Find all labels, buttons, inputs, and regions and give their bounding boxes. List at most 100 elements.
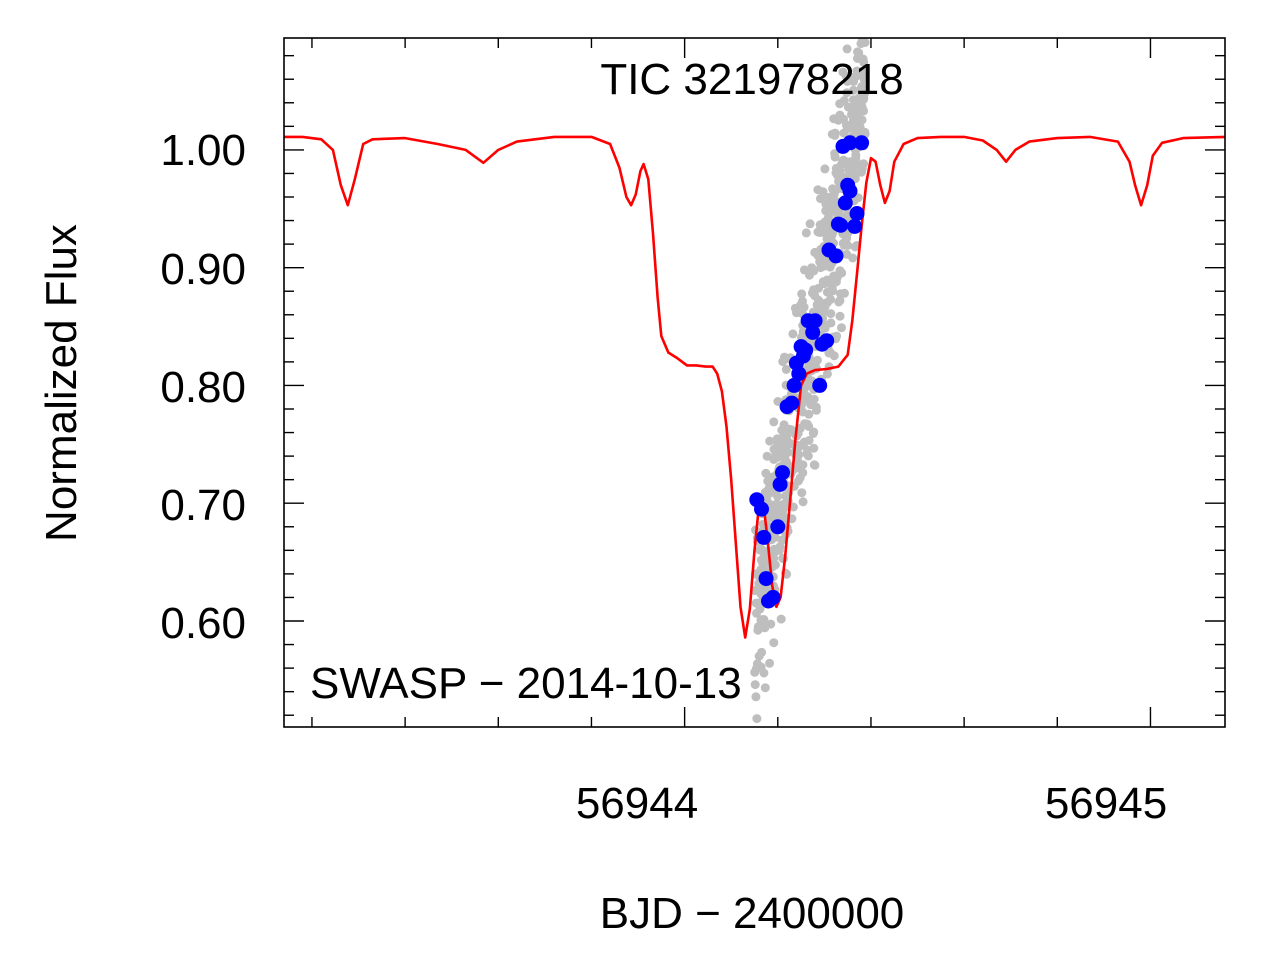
axis-ticks (284, 38, 1225, 727)
raw-point (830, 152, 840, 162)
raw-point (842, 88, 852, 98)
model-curve-group (284, 135, 1225, 639)
raw-point (757, 647, 767, 657)
raw-point (857, 17, 866, 26)
raw-point (860, 127, 870, 137)
raw-point (809, 443, 819, 453)
raw-point (798, 468, 808, 478)
raw-point (798, 497, 808, 507)
raw-point (772, 510, 782, 520)
raw-point (850, 242, 860, 252)
raw-point (772, 452, 782, 462)
raw-point (766, 619, 776, 629)
x-axis-label: BJD − 2400000 (600, 889, 905, 938)
raw-point (856, 83, 866, 93)
raw-point (815, 257, 825, 267)
raw-point (840, 288, 849, 298)
raw-point (769, 444, 779, 454)
raw-point (849, 119, 859, 129)
raw-point (842, 233, 852, 243)
model-curve (284, 135, 1225, 639)
raw-point (769, 417, 779, 427)
raw-point (777, 535, 787, 545)
raw-point (792, 455, 802, 465)
raw-point (768, 487, 778, 497)
raw-point (822, 234, 832, 244)
binned-point (828, 248, 844, 264)
binned-point (770, 519, 786, 535)
raw-point (824, 277, 834, 287)
binned-point (805, 324, 821, 340)
raw-point (842, 44, 852, 54)
raw-point (824, 209, 834, 219)
binned-point (819, 333, 835, 349)
raw-point (780, 453, 790, 463)
raw-point (854, 48, 864, 58)
raw-point (838, 67, 848, 77)
binned-point (754, 501, 769, 517)
raw-point (798, 407, 808, 417)
raw-point (808, 429, 818, 438)
raw-point (809, 266, 819, 276)
raw-point (776, 614, 786, 624)
binned-point (849, 206, 865, 221)
binned-point (812, 377, 828, 393)
raw-point (822, 287, 832, 297)
raw-point (816, 194, 825, 204)
raw-point (779, 420, 789, 430)
raw-point (835, 311, 845, 321)
raw-point (855, 67, 865, 77)
raw-point (753, 625, 763, 635)
raw-point (800, 382, 810, 392)
y-tick-label: 0.80 (160, 363, 246, 412)
binned-point (786, 377, 802, 393)
raw-point (859, 0, 868, 7)
raw-point (823, 225, 832, 235)
y-tick-label: 0.60 (160, 599, 246, 648)
raw-point (822, 369, 832, 379)
raw-point (778, 446, 788, 456)
raw-point (765, 436, 775, 446)
raw-photometry-points (750, 0, 870, 724)
binned-point (847, 218, 863, 234)
raw-point (861, 1, 870, 10)
binned-point (772, 476, 788, 492)
raw-point (788, 329, 798, 339)
raw-point (843, 240, 853, 250)
raw-point (805, 219, 815, 229)
raw-point (829, 189, 839, 199)
raw-point (752, 608, 761, 618)
raw-point (835, 99, 845, 109)
chart-title: TIC 321978218 (600, 55, 903, 104)
raw-point (841, 120, 851, 130)
raw-point (773, 397, 783, 406)
raw-point (829, 351, 839, 361)
binned-point (807, 313, 823, 329)
raw-point (842, 249, 852, 259)
raw-point (849, 106, 859, 116)
raw-point (781, 364, 791, 374)
raw-point (750, 680, 760, 690)
binned-point (842, 183, 858, 199)
raw-point (798, 296, 807, 306)
raw-point (803, 392, 813, 402)
raw-point (777, 435, 786, 445)
y-axis-label: Normalized Flux (37, 224, 86, 542)
raw-point (760, 683, 770, 693)
binned-point (791, 366, 807, 382)
raw-point (844, 170, 854, 180)
raw-point (778, 499, 788, 509)
raw-point (823, 297, 832, 307)
raw-point (812, 355, 822, 365)
binned-point (833, 217, 849, 233)
y-tick-label: 1.00 (160, 126, 246, 175)
raw-point (797, 488, 807, 498)
raw-point (754, 598, 764, 608)
y-tick-label: 0.70 (160, 481, 246, 530)
raw-point (820, 164, 830, 174)
binned-point (784, 395, 800, 411)
raw-point (815, 220, 825, 230)
raw-point (827, 129, 837, 139)
binned-point (854, 135, 870, 151)
